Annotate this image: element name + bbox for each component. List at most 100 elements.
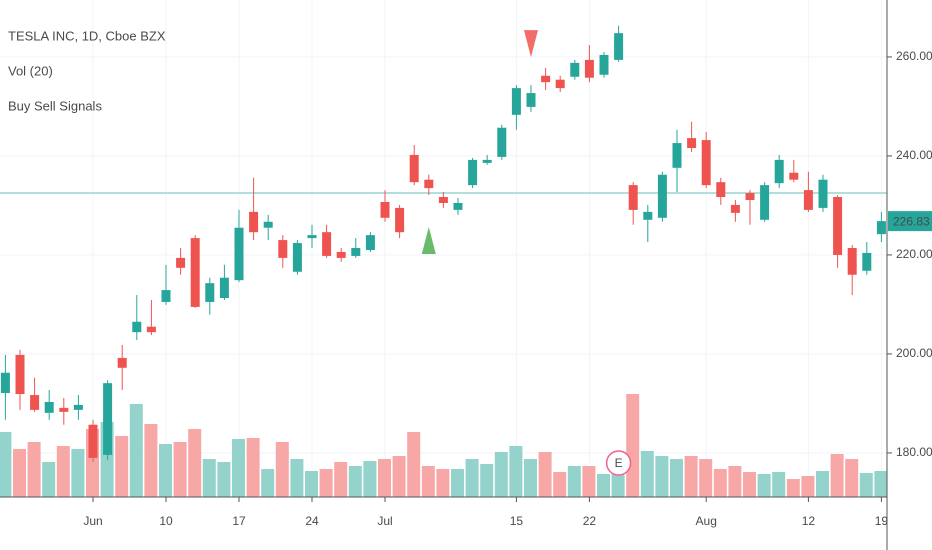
- volume-bar: [451, 469, 464, 497]
- volume-bar: [772, 472, 786, 497]
- candle-body: [234, 227, 244, 281]
- volume-bar: [188, 429, 202, 497]
- candle-body: [0, 372, 10, 394]
- candle-body: [146, 326, 156, 333]
- candle-body: [292, 243, 302, 272]
- candle-body: [672, 143, 682, 168]
- volume-bar: [436, 469, 450, 497]
- volume-bar: [597, 474, 610, 497]
- candle-body: [599, 54, 609, 75]
- volume-bar: [713, 469, 727, 497]
- volume-bar: [524, 459, 537, 497]
- volume-bar: [144, 424, 158, 497]
- volume-bar: [582, 466, 596, 497]
- candle-body: [219, 277, 229, 299]
- volume-bar: [305, 471, 318, 497]
- y-tick-label: 220.00: [896, 247, 932, 261]
- candle-body: [760, 185, 770, 220]
- volume-bar: [816, 471, 829, 497]
- candle-body: [322, 232, 332, 256]
- x-tick-label: 15: [510, 514, 524, 528]
- volume-bar: [159, 444, 172, 497]
- x-tick-label: 17: [232, 514, 246, 528]
- volume-bar: [275, 442, 289, 497]
- candle-body: [365, 235, 375, 250]
- volume-bar: [743, 472, 756, 497]
- volume-bar: [859, 473, 873, 497]
- y-tick-label: 240.00: [896, 148, 932, 162]
- volume-bar: [363, 461, 377, 497]
- volume-bar: [626, 394, 640, 497]
- x-tick-label: Jun: [83, 514, 102, 528]
- candle-body: [774, 159, 784, 184]
- candle-body: [249, 211, 259, 233]
- volume-bar: [567, 466, 581, 497]
- volume-bar: [407, 432, 421, 497]
- candle-body: [716, 182, 726, 198]
- candle-body: [263, 221, 273, 228]
- x-tick-label: 19: [875, 514, 889, 528]
- volume-bar: [801, 476, 815, 497]
- candle-body: [453, 202, 463, 210]
- volume-bar: [232, 439, 245, 497]
- volume-bar: [290, 459, 304, 497]
- candle-body: [555, 79, 565, 89]
- volume-bar: [129, 404, 143, 497]
- volume-bar: [173, 442, 187, 497]
- volume-bar: [261, 469, 275, 497]
- candle-body: [833, 197, 843, 255]
- candle-body: [103, 383, 113, 455]
- signals-legend: Buy Sell Signals: [8, 98, 102, 113]
- candle-body: [380, 201, 390, 218]
- candle-body: [862, 252, 872, 271]
- x-tick-label: 24: [305, 514, 319, 528]
- x-tick-label: Aug: [696, 514, 717, 528]
- volume-bar: [421, 466, 435, 497]
- volume-bar: [538, 452, 552, 497]
- x-tick-label: 10: [159, 514, 173, 528]
- volume-bar: [655, 456, 669, 497]
- grid: [0, 0, 887, 497]
- candle-body: [424, 179, 434, 189]
- candle-body: [395, 207, 405, 233]
- volume-bar: [115, 436, 129, 497]
- volume-bar: [348, 466, 362, 497]
- last-price-box: [888, 211, 932, 232]
- volume-bar: [845, 459, 859, 497]
- candle-body: [876, 221, 886, 235]
- candle-body: [526, 93, 536, 107]
- volume-bar: [27, 442, 41, 497]
- volume-bar: [494, 452, 508, 497]
- volume-bar: [202, 459, 216, 497]
- candle-body: [643, 211, 653, 220]
- candle-body: [730, 204, 740, 213]
- candle-body: [336, 251, 346, 258]
- volume-bar: [56, 446, 70, 497]
- earnings-marker: [605, 450, 632, 476]
- y-tick-label: 180.00: [896, 445, 932, 459]
- chart-title: TESLA INC, 1D, Cboe BZX: [8, 28, 166, 43]
- candle-body: [497, 127, 507, 157]
- volume-bar: [684, 456, 698, 497]
- candle-body: [44, 401, 54, 413]
- volume-bar: [830, 454, 844, 497]
- volume-bar: [13, 449, 26, 497]
- candle-body: [59, 407, 69, 412]
- volume-bar: [553, 472, 567, 497]
- volume-bar: [757, 474, 771, 497]
- candle-body: [584, 59, 594, 78]
- candle-body: [570, 62, 580, 77]
- candle-body: [628, 185, 638, 210]
- y-tick-label: 260.00: [896, 49, 932, 63]
- volume-bar: [71, 449, 85, 497]
- plot: E: [0, 25, 888, 497]
- volume-bar: [378, 459, 391, 497]
- volume-bar: [874, 471, 888, 497]
- last-price-label: 226.83: [893, 214, 930, 228]
- candle-body: [818, 179, 828, 208]
- candle-body: [847, 248, 857, 275]
- candle-body: [468, 159, 478, 186]
- candle-body: [205, 283, 215, 302]
- volume-bar: [217, 462, 231, 497]
